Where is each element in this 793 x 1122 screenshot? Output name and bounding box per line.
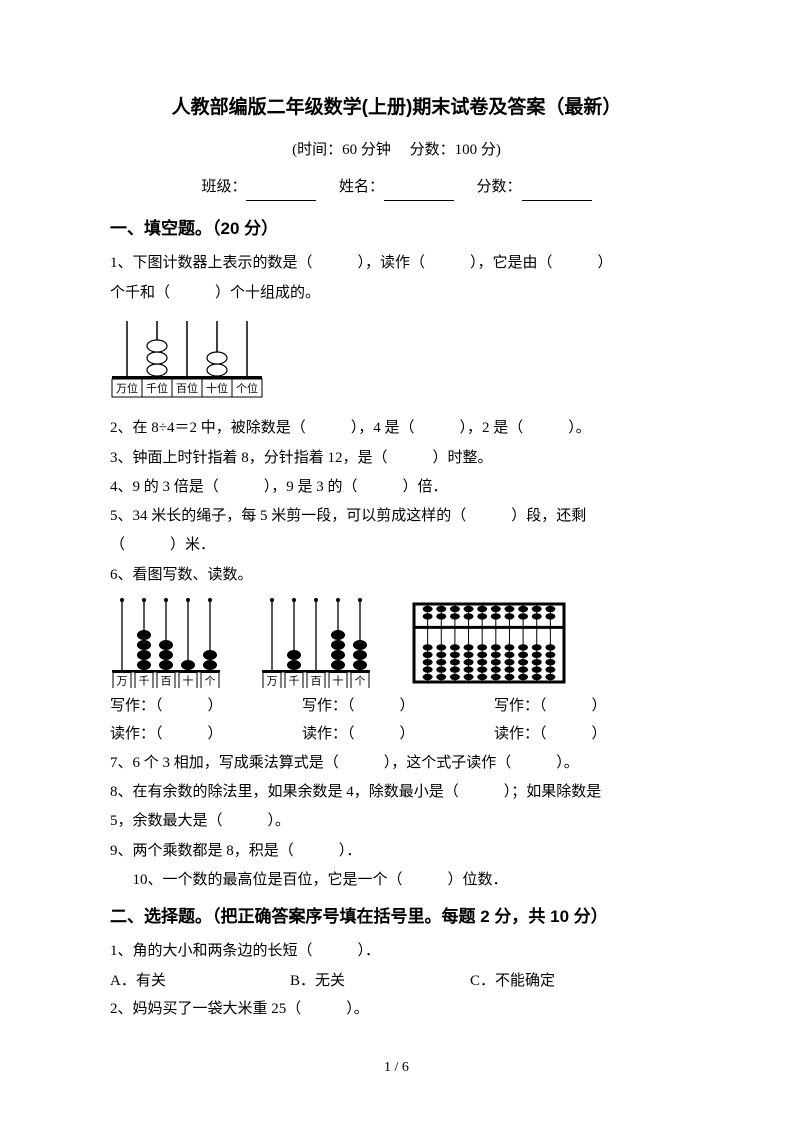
q9: 9、两个乘数都是 8，积是（ ）． bbox=[110, 837, 683, 866]
opt-b: B．无关 bbox=[290, 967, 470, 996]
name-blank[interactable] bbox=[384, 183, 454, 201]
score-label: 分数： bbox=[477, 179, 522, 195]
svg-text:万: 万 bbox=[117, 675, 128, 687]
q5-line2: （ ）米． bbox=[110, 531, 683, 560]
write1: 写作：（ ） bbox=[110, 692, 280, 721]
abacus2: 万千百十个 bbox=[260, 598, 380, 688]
opt-c: C．不能确定 bbox=[470, 967, 650, 996]
page-title: 人教部编版二年级数学(上册)期末试卷及答案（最新） bbox=[110, 90, 683, 126]
svg-text:千位: 千位 bbox=[146, 381, 168, 395]
info-line: 班级： 姓名： 分数： bbox=[110, 173, 683, 202]
s2-q2: 2、妈妈买了一袋大米重 25（ ）。 bbox=[110, 995, 683, 1024]
q8-line1: 8、在有余数的除法里，如果余数是 4，除数最小是（ ）；如果除数是 bbox=[110, 778, 683, 807]
abacus1-svg: 万千百十个 bbox=[110, 598, 230, 688]
svg-text:个位: 个位 bbox=[236, 381, 258, 395]
q5-line1: 5、34 米长的绳子，每 5 米剪一段，可以剪成这样的（ ）段，还剩 bbox=[110, 502, 683, 531]
score-blank[interactable] bbox=[522, 183, 592, 201]
read3: 读作：（ ） bbox=[494, 720, 664, 749]
svg-text:百: 百 bbox=[311, 675, 322, 687]
q1-line2: 个千和（ ）个十组成的。 bbox=[110, 279, 683, 308]
svg-text:十位: 十位 bbox=[206, 381, 228, 395]
abacus-row: 万千百十个 万千百十个 bbox=[110, 598, 683, 688]
suanpan bbox=[410, 600, 570, 688]
q3: 3、钟面上时针指着 8，分针指着 12，是（ ）时整。 bbox=[110, 444, 683, 473]
q4: 4、9 的 3 倍是（ ），9 是 3 的（ ）倍． bbox=[110, 473, 683, 502]
write2: 写作：（ ） bbox=[302, 692, 472, 721]
svg-text:万位: 万位 bbox=[116, 381, 138, 395]
svg-text:百: 百 bbox=[161, 675, 172, 687]
name-label: 姓名： bbox=[339, 179, 384, 195]
opt-a: A．有关 bbox=[110, 967, 290, 996]
write3: 写作：（ ） bbox=[494, 692, 664, 721]
read-row: 读作：（ ） 读作：（ ） 读作：（ ） bbox=[110, 720, 683, 749]
abacus1: 万千百十个 bbox=[110, 598, 230, 688]
svg-text:十: 十 bbox=[183, 673, 194, 687]
write-row: 写作：（ ） 写作：（ ） 写作：（ ） bbox=[110, 692, 683, 721]
read2: 读作：（ ） bbox=[302, 720, 472, 749]
subtitle: (时间：60 分钟 分数：100 分) bbox=[110, 136, 683, 165]
counter-svg: 万位千位百位十位个位 bbox=[110, 314, 270, 399]
s2-q1-opts: A．有关 B．无关 C．不能确定 bbox=[110, 967, 683, 996]
abacus2-svg: 万千百十个 bbox=[260, 598, 380, 688]
svg-text:万: 万 bbox=[267, 675, 278, 687]
q10: 10、一个数的最高位是百位，它是一个（ ）位数． bbox=[110, 866, 683, 895]
q2: 2、在 8÷4＝2 中，被除数是（ ），4 是（ ），2 是（ ）。 bbox=[110, 414, 683, 443]
suanpan-svg bbox=[410, 600, 570, 688]
svg-text:个: 个 bbox=[355, 674, 366, 687]
q1-line1: 1、下图计数器上表示的数是（ ），读作（ ），它是由（ ） bbox=[110, 249, 683, 278]
q7: 7、6 个 3 相加，写成乘法算式是（ ），这个式子读作（ ）。 bbox=[110, 749, 683, 778]
read1: 读作：（ ） bbox=[110, 720, 280, 749]
class-label: 班级： bbox=[201, 179, 246, 195]
section2-head: 二、选择题。（把正确答案序号填在括号里。每题 2 分，共 10 分） bbox=[110, 901, 683, 933]
section1-head: 一、填空题。（20 分） bbox=[110, 213, 683, 245]
svg-text:千: 千 bbox=[289, 674, 300, 687]
s2-q1: 1、角的大小和两条边的长短（ ）． bbox=[110, 937, 683, 966]
svg-text:百位: 百位 bbox=[176, 381, 198, 395]
class-blank[interactable] bbox=[246, 183, 316, 201]
q6: 6、看图写数、读数。 bbox=[110, 561, 683, 590]
counter-image: 万位千位百位十位个位 bbox=[110, 314, 683, 410]
svg-text:千: 千 bbox=[139, 674, 150, 687]
q8-line2: 5，余数最大是（ ）。 bbox=[110, 807, 683, 836]
page-number: 1 / 6 bbox=[0, 1055, 793, 1082]
svg-text:十: 十 bbox=[333, 673, 344, 687]
svg-text:个: 个 bbox=[205, 674, 216, 687]
